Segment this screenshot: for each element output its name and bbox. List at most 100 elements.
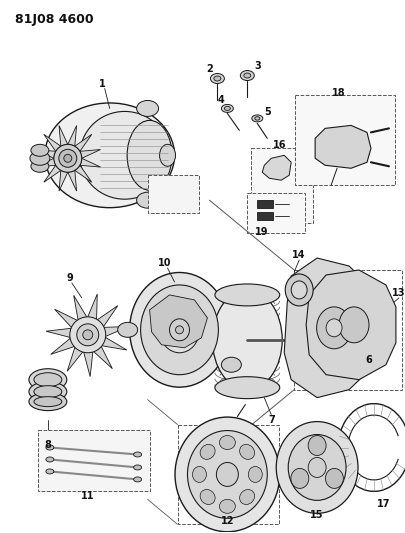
Text: 16: 16: [272, 140, 285, 150]
Ellipse shape: [117, 322, 137, 337]
Polygon shape: [68, 126, 77, 146]
Polygon shape: [59, 171, 68, 191]
Polygon shape: [44, 165, 61, 182]
Bar: [251, 148, 312, 223]
Ellipse shape: [127, 120, 172, 190]
Ellipse shape: [316, 307, 351, 349]
Polygon shape: [97, 305, 117, 326]
Polygon shape: [44, 134, 61, 151]
Ellipse shape: [325, 469, 343, 488]
Ellipse shape: [187, 431, 266, 518]
Ellipse shape: [77, 324, 98, 346]
Ellipse shape: [34, 386, 62, 398]
Polygon shape: [284, 258, 380, 398]
Polygon shape: [80, 150, 100, 158]
Ellipse shape: [175, 417, 279, 532]
Ellipse shape: [46, 445, 54, 450]
Ellipse shape: [34, 397, 62, 407]
Ellipse shape: [239, 445, 254, 459]
Ellipse shape: [214, 284, 279, 306]
Ellipse shape: [29, 382, 67, 402]
Ellipse shape: [159, 307, 199, 353]
Ellipse shape: [243, 73, 250, 78]
Polygon shape: [35, 150, 55, 158]
Polygon shape: [80, 158, 100, 167]
Bar: [294, 95, 394, 185]
Text: 6: 6: [365, 355, 371, 365]
Ellipse shape: [64, 155, 72, 162]
Ellipse shape: [213, 76, 220, 81]
Ellipse shape: [136, 100, 158, 116]
Ellipse shape: [288, 434, 345, 500]
Text: 7: 7: [267, 415, 274, 425]
Ellipse shape: [239, 489, 254, 505]
Ellipse shape: [290, 469, 308, 488]
Bar: [294, 270, 401, 390]
Ellipse shape: [31, 160, 49, 172]
Text: 13: 13: [391, 288, 405, 298]
Polygon shape: [94, 346, 112, 369]
Ellipse shape: [290, 281, 307, 299]
Ellipse shape: [200, 489, 215, 505]
Ellipse shape: [29, 369, 67, 391]
Bar: [147, 175, 199, 213]
Ellipse shape: [221, 287, 241, 302]
Text: 19: 19: [254, 227, 267, 237]
Ellipse shape: [31, 144, 49, 156]
Text: 14: 14: [292, 250, 305, 260]
Polygon shape: [149, 295, 207, 348]
Polygon shape: [51, 338, 74, 354]
Polygon shape: [262, 155, 290, 180]
Ellipse shape: [169, 319, 189, 341]
Ellipse shape: [59, 149, 77, 167]
Text: 17: 17: [376, 499, 390, 510]
Text: 15: 15: [309, 510, 323, 520]
Ellipse shape: [275, 422, 357, 513]
Text: 9: 9: [66, 273, 73, 283]
Ellipse shape: [332, 135, 354, 161]
Ellipse shape: [159, 144, 175, 166]
Ellipse shape: [133, 477, 141, 482]
Text: 4: 4: [217, 95, 224, 106]
Polygon shape: [35, 158, 55, 167]
Text: 18: 18: [331, 88, 345, 99]
Ellipse shape: [136, 192, 158, 208]
Ellipse shape: [271, 163, 283, 177]
Polygon shape: [102, 337, 126, 350]
Ellipse shape: [284, 274, 312, 306]
Text: 2: 2: [206, 63, 212, 74]
Ellipse shape: [192, 466, 206, 482]
Ellipse shape: [221, 104, 233, 112]
Ellipse shape: [212, 290, 281, 390]
Ellipse shape: [140, 285, 218, 375]
Ellipse shape: [133, 465, 141, 470]
Ellipse shape: [70, 317, 105, 353]
Text: 81J08 4600: 81J08 4600: [15, 13, 94, 26]
Ellipse shape: [34, 373, 62, 386]
Ellipse shape: [219, 435, 235, 449]
Text: 1: 1: [99, 78, 106, 88]
Polygon shape: [54, 309, 77, 327]
Ellipse shape: [54, 144, 81, 172]
Bar: [257, 212, 273, 220]
Ellipse shape: [307, 435, 325, 456]
Polygon shape: [104, 327, 128, 336]
Polygon shape: [73, 295, 87, 320]
Ellipse shape: [221, 357, 241, 372]
Polygon shape: [314, 125, 370, 168]
Ellipse shape: [219, 499, 235, 513]
Ellipse shape: [133, 452, 141, 457]
Ellipse shape: [214, 377, 279, 399]
Ellipse shape: [325, 319, 341, 337]
Ellipse shape: [254, 117, 259, 120]
Text: 11: 11: [81, 491, 94, 502]
Ellipse shape: [240, 70, 254, 80]
Bar: [247, 193, 305, 233]
Ellipse shape: [210, 74, 224, 84]
Ellipse shape: [248, 466, 262, 482]
Bar: [177, 425, 279, 524]
Text: 5: 5: [263, 108, 270, 117]
Polygon shape: [68, 171, 77, 191]
Bar: [257, 200, 273, 208]
Ellipse shape: [80, 111, 169, 199]
